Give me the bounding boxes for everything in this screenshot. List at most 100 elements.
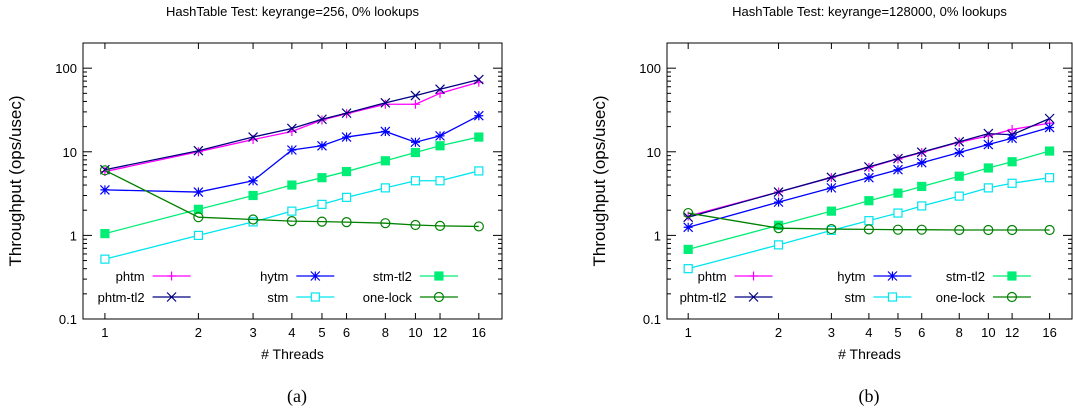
chart-title: HashTable Test: keyrange=256, 0% lookups <box>166 4 420 19</box>
x-tick-label: 12 <box>433 325 447 340</box>
legend-label: stm-tl2 <box>946 269 985 284</box>
y-tick-label: 0.1 <box>59 312 77 327</box>
data-point-stm <box>435 176 445 186</box>
data-point-stm-tl2 <box>248 190 258 201</box>
legend-item-phtm: phtm <box>116 269 191 284</box>
data-point-phtm-tl2 <box>916 147 927 158</box>
legend-marker-hytm <box>887 271 898 281</box>
data-point-stm-tl2 <box>954 171 964 181</box>
legend-label: phtm <box>116 269 145 284</box>
panel-caption: (a) <box>287 386 307 407</box>
legend-label: hytm <box>837 269 865 284</box>
series-line-one-lock <box>688 212 1050 231</box>
data-point-phtm-tl2 <box>954 136 965 147</box>
data-point-one-lock <box>193 212 204 223</box>
data-point-stm-tl2 <box>435 141 445 151</box>
series-line-stm <box>688 177 1050 270</box>
data-point-hytm <box>826 182 837 193</box>
data-point-one-lock <box>773 223 784 234</box>
data-point-phtm <box>983 131 993 141</box>
legend-item-stm: stm <box>267 290 335 305</box>
x-tick-label: 5 <box>318 325 325 340</box>
data-point-one-lock <box>341 217 352 228</box>
chart-title: HashTable Test: keyrange=128000, 0% look… <box>732 4 1007 19</box>
x-tick-label: 10 <box>408 325 422 340</box>
y-tick-label: 1 <box>70 228 77 243</box>
data-point-hytm <box>341 132 352 142</box>
series-line-stm <box>104 170 479 260</box>
data-point-stm <box>341 192 352 202</box>
data-point-stm-tl2 <box>193 204 203 214</box>
legend-label: phtm <box>698 269 727 284</box>
data-point-hytm <box>380 126 391 137</box>
data-point-stm-tl2 <box>317 173 327 183</box>
data-point-one-lock <box>380 218 391 229</box>
y-axis-label: Throughput (ops/usec) <box>590 95 609 266</box>
legend-label: one-lock <box>363 290 413 305</box>
data-point-hytm <box>1044 122 1055 133</box>
series-stm-tl2 <box>100 132 484 239</box>
series-one-lock <box>99 165 484 232</box>
data-point-one-lock <box>892 224 904 235</box>
legend-marker-stm-tl2 <box>434 271 444 281</box>
data-point-stm-tl2 <box>410 147 421 158</box>
legend-label: phtm-tl2 <box>680 290 727 305</box>
y-tick-label: 0.1 <box>643 312 661 327</box>
data-point-phtm-tl2 <box>380 97 391 108</box>
data-point-phtm <box>410 99 420 109</box>
data-point-stm-tl2 <box>826 206 836 216</box>
series-one-lock <box>683 207 1055 236</box>
x-tick-label: 2 <box>775 325 782 340</box>
legend-marker-hytm <box>310 271 321 281</box>
data-point-phtm-tl2 <box>983 128 994 139</box>
panel-caption: (b) <box>859 386 880 407</box>
data-point-one-lock <box>863 224 874 235</box>
data-point-stm <box>193 230 203 240</box>
y-tick-label: 10 <box>647 145 661 160</box>
data-point-stm-tl2 <box>1007 157 1017 167</box>
legend-item-phtm: phtm <box>698 269 773 284</box>
data-point-stm <box>474 166 484 176</box>
legend-label: stm <box>844 290 865 305</box>
legend-label: hytm <box>260 269 288 284</box>
data-point-stm <box>864 216 874 226</box>
x-tick-label: 3 <box>828 325 835 340</box>
x-tick-label: 12 <box>1005 325 1019 340</box>
data-point-one-lock <box>99 165 111 176</box>
data-point-hytm <box>1007 133 1018 144</box>
data-point-stm <box>317 199 327 209</box>
legend-item-phtm-tl2: phtm-tl2 <box>680 290 773 305</box>
legend: phtm phtm-tl2 hytm stm stm-tl2 one-lock <box>98 269 458 305</box>
data-point-phtm-tl2 <box>317 114 327 125</box>
data-point-stm <box>683 264 693 274</box>
legend-marker-one-lock <box>433 291 445 303</box>
series-line-hytm <box>688 126 1050 228</box>
data-point-stm-tl2 <box>287 180 297 190</box>
x-tick-label: 4 <box>865 325 872 340</box>
data-point-stm <box>287 206 297 216</box>
data-point-stm-tl2 <box>1044 146 1055 156</box>
series-line-stm-tl2 <box>688 150 1050 251</box>
x-tick-label: 16 <box>1042 325 1056 340</box>
data-point-stm-tl2 <box>864 196 874 206</box>
series-phtm-tl2 <box>683 113 1055 223</box>
x-tick-label: 10 <box>981 325 995 340</box>
legend-item-one-lock: one-lock <box>936 290 1031 305</box>
y-tick-label: 1 <box>654 228 661 243</box>
legend-label: stm <box>267 290 288 305</box>
data-point-phtm-tl2 <box>410 90 421 101</box>
data-point-phtm-tl2 <box>193 145 204 156</box>
series-line-stm-tl2 <box>104 136 479 235</box>
x-tick-label: 5 <box>894 325 901 340</box>
data-point-phtm-tl2 <box>1044 113 1055 124</box>
legend-item-one-lock: one-lock <box>363 290 458 305</box>
legend-label: one-lock <box>936 290 986 305</box>
legend-label: phtm-tl2 <box>98 290 145 305</box>
legend-item-stm-tl2: stm-tl2 <box>373 269 458 284</box>
x-tick-label: 1 <box>101 325 108 340</box>
data-point-stm <box>954 191 964 201</box>
chart-panel-b: HashTable Test: keyrange=128000, 0% look… <box>590 4 1073 407</box>
series-phtm-tl2 <box>99 74 484 175</box>
data-point-one-lock <box>916 224 927 235</box>
y-tick-label: 100 <box>639 61 661 76</box>
